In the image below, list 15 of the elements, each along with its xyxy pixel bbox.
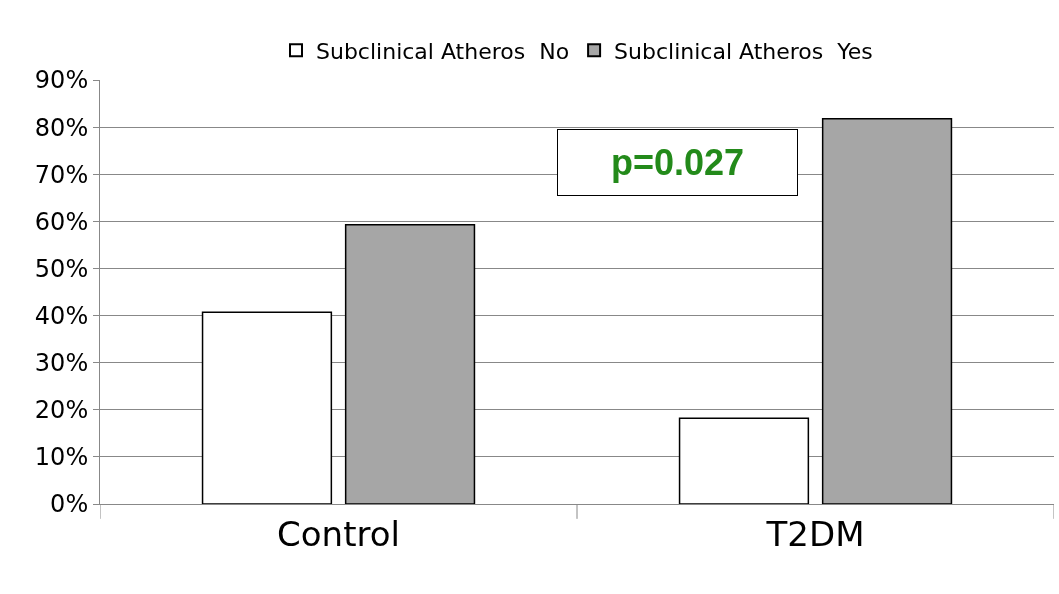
annotation: p=0.027: [610, 142, 745, 183]
x-tick-label: Control: [277, 513, 400, 554]
y-tick-label: 40%: [34, 301, 89, 330]
y-tick-label: 20%: [34, 396, 89, 425]
y-tick-label: 10%: [34, 443, 89, 472]
y-tick-label: 30%: [34, 349, 89, 378]
y-tick-label: 50%: [34, 254, 89, 283]
y-tick-label: 80%: [34, 113, 89, 142]
legend-label: Subclinical Atheros Yes: [614, 38, 873, 64]
y-tick-label: 70%: [34, 160, 89, 189]
x-tick-label: T2DM: [765, 513, 865, 554]
legend-label: Subclinical Atheros No: [316, 38, 570, 64]
y-tick-label: 60%: [34, 207, 89, 236]
y-tick-label: 90%: [34, 66, 89, 95]
y-tick-label: 0%: [50, 490, 89, 519]
